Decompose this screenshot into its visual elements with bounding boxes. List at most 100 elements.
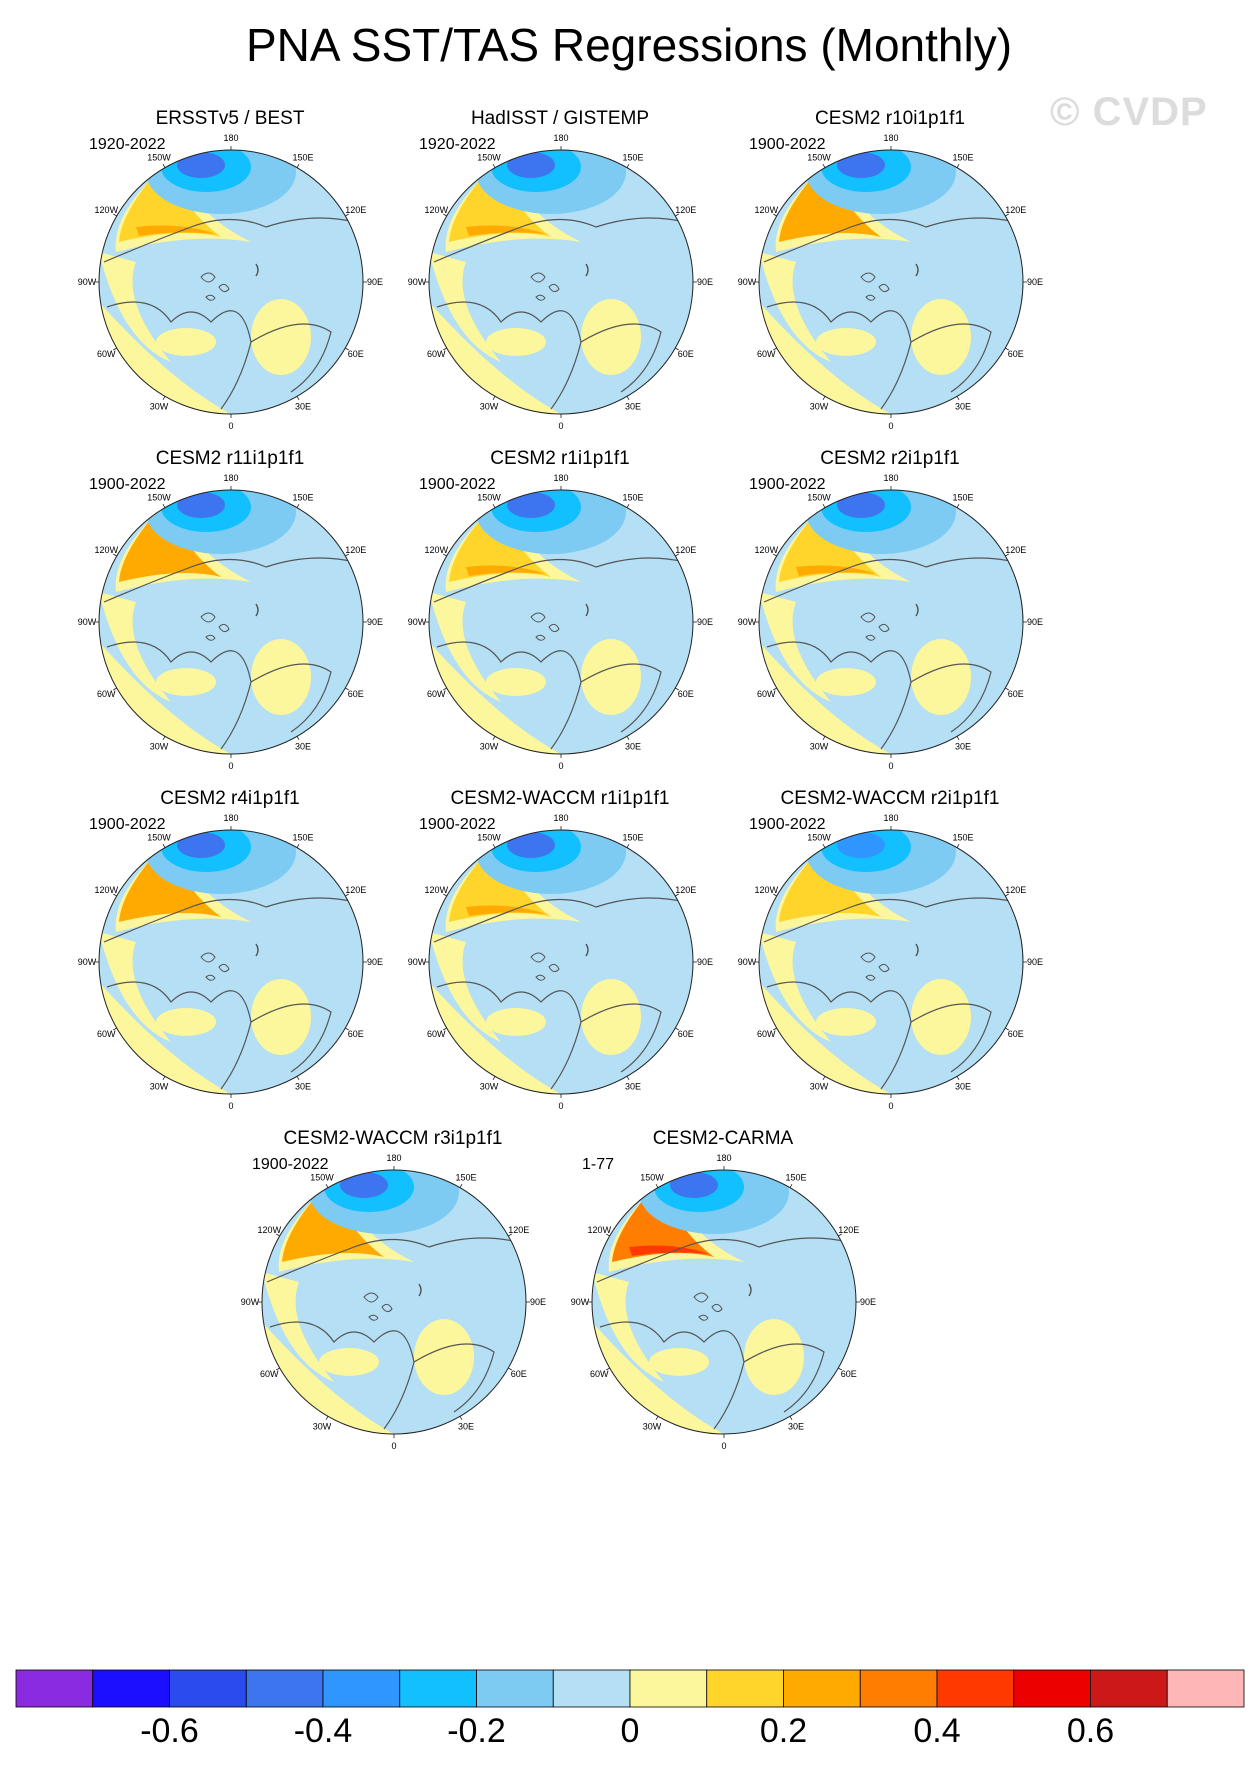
lon-tick [822, 736, 826, 740]
lon-tick [626, 844, 630, 848]
lon-label: 30W [810, 402, 829, 412]
lon-tick [956, 736, 960, 740]
lon-tick [838, 1367, 842, 1371]
polar-map: 180 150E 120E 90E 60E 30E 0 30W 60W 90W 120W 150W [408, 133, 713, 431]
coastline-north [763, 897, 1016, 943]
lon-label: 150E [952, 832, 973, 842]
lon-label: 30E [955, 742, 971, 752]
lon-label: 0 [558, 761, 563, 771]
lon-label: 30E [955, 402, 971, 412]
lon-tick [296, 164, 300, 168]
lon-label: 60W [427, 1029, 446, 1039]
panel-title: HadISST / GISTEMP [470, 108, 650, 129]
warm-blob-labrador [816, 668, 876, 696]
lon-tick [162, 1076, 166, 1080]
lon-tick [773, 687, 777, 691]
lon-label: 0 [228, 761, 233, 771]
warm-blob-atlantic [911, 639, 971, 715]
warm-ring-south [99, 982, 363, 1094]
warm-region-west [262, 1272, 334, 1382]
warm-core [466, 905, 546, 916]
warm-ring-south [262, 1322, 526, 1434]
lon-tick [822, 504, 826, 508]
polar-map: 180 150E 120E 90E 60E 30E 0 30W 60W 90W 120W 150W [408, 473, 713, 771]
panel-years: 1900-2022 [252, 1156, 329, 1173]
lon-label: 0 [888, 1101, 893, 1111]
warm-core [136, 225, 216, 236]
lon-tick [113, 1027, 117, 1031]
lon-label: 180 [883, 133, 898, 143]
warm-core [629, 1245, 709, 1256]
lon-label: 150E [952, 492, 973, 502]
lon-label: 30W [150, 402, 169, 412]
panel-title: CESM2-WACCM r3i1p1f1 [283, 1128, 503, 1149]
coastline-north [763, 217, 1016, 263]
polar-map: 180 150E 120E 90E 60E 30E 0 30W 60W 90W 120W 150W [738, 133, 1043, 431]
arctic-islands [200, 272, 230, 301]
lon-label: 120E [345, 205, 366, 215]
lon-tick [789, 1416, 793, 1420]
warm-arc [779, 507, 881, 582]
lon-label: 120W [258, 1225, 282, 1235]
lon-tick [675, 553, 679, 557]
warm-core [466, 565, 546, 576]
warm-arc [119, 507, 221, 582]
arctic-islands [200, 612, 230, 641]
warm-blob-atlantic [581, 639, 641, 715]
lon-label: 90E [1027, 957, 1043, 967]
lon-label: 0 [391, 1441, 396, 1451]
warm-region-west [429, 932, 501, 1042]
lon-label: 60E [1008, 689, 1024, 699]
cold-core [507, 152, 555, 178]
lon-tick [345, 553, 349, 557]
lon-label: 180 [223, 813, 238, 823]
lon-tick [113, 893, 117, 897]
lon-tick [276, 1367, 280, 1371]
coastline-north [103, 557, 356, 603]
lon-label: 90E [367, 617, 383, 627]
panel-title: CESM2 r4i1p1f1 [160, 788, 300, 809]
warm-blob-labrador [156, 668, 216, 696]
panel-title: CESM2 r11i1p1f1 [155, 448, 305, 469]
lon-label: 120E [675, 545, 696, 555]
lon-label: 60W [590, 1369, 609, 1379]
map-panel: ERSSTv5 / BEST 1920-2022 180 150E 120E 90E 60E… [78, 108, 455, 490]
panel-title: CESM2 r2i1p1f1 [820, 448, 960, 469]
novaya-zemlya [255, 263, 259, 277]
lon-label: 150W [807, 152, 831, 162]
lon-label: 0 [888, 761, 893, 771]
warm-region-west [759, 932, 831, 1042]
warm-ring-south [759, 302, 1023, 414]
lon-label: 180 [553, 813, 568, 823]
lon-tick [325, 1416, 329, 1420]
coastline-north [433, 217, 686, 263]
lon-label: 90E [1027, 617, 1043, 627]
lon-label: 30E [295, 402, 311, 412]
lon-label: 30E [625, 1082, 641, 1092]
warm-blob-labrador [319, 1348, 379, 1376]
warm-region-west [99, 592, 171, 702]
map-panel: CESM2 r1i1p1f1 1900-2022 180 150E 120E 90E 60E… [408, 448, 785, 830]
lon-tick [296, 1076, 300, 1080]
lon-label: 30W [150, 1082, 169, 1092]
lon-label: 180 [716, 1153, 731, 1163]
warm-blob-labrador [156, 1008, 216, 1036]
panel-title: CESM2 r1i1p1f1 [490, 448, 630, 469]
panel-title: CESM2-WACCM r1i1p1f1 [450, 788, 670, 809]
lon-label: 30E [625, 402, 641, 412]
panel-years: 1920-2022 [419, 136, 496, 153]
lon-label: 180 [883, 473, 898, 483]
lon-tick [626, 396, 630, 400]
warm-ring-south [759, 982, 1023, 1094]
lon-tick [296, 504, 300, 508]
panel-title: CESM2 r10i1p1f1 [815, 108, 965, 129]
lon-label: 90W [78, 617, 97, 627]
lon-label: 60E [511, 1369, 527, 1379]
lon-tick [1005, 893, 1009, 897]
warm-blob-labrador [816, 328, 876, 356]
coastline-north [763, 557, 1016, 603]
colorbar-label: 0.4 [913, 1712, 961, 1750]
lon-tick [773, 553, 777, 557]
colorbar-swatch [629, 1669, 708, 1708]
lon-label: 120W [95, 545, 119, 555]
